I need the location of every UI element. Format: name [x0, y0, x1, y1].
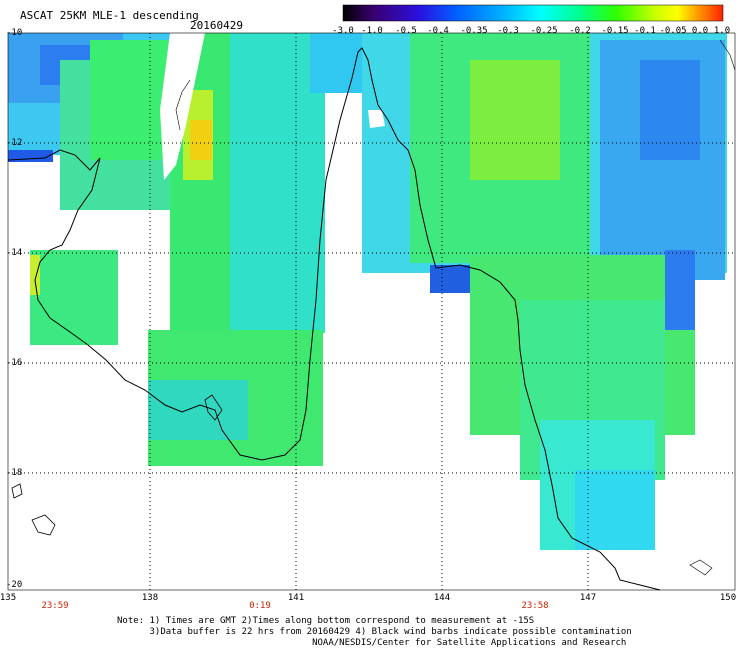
cbar-tick-12: 1.0 [713, 26, 731, 36]
swath-east [362, 33, 727, 550]
time-label: 0:19 [249, 601, 271, 611]
time-label: 23:58 [521, 601, 549, 611]
cbar-tick-6: -0.25 [530, 26, 558, 36]
lat-label: -18 [6, 468, 23, 478]
cbar-tick-1: -1.0 [361, 26, 383, 36]
graticule [8, 33, 735, 590]
coastline [7, 39, 736, 591]
cbar-tick-3: -0.4 [427, 26, 449, 36]
cbar-tick-5: -0.3 [497, 26, 519, 36]
lon-label: 138 [141, 593, 159, 603]
cbar-tick-11: 0.0 [691, 26, 709, 36]
colorbar [342, 4, 724, 22]
lat-label: -16 [6, 358, 23, 368]
map-frame [7, 32, 736, 591]
lon-label: 144 [433, 593, 451, 603]
cbar-tick-2: -0.5 [395, 26, 417, 36]
note-line-3: NOAA/NESDIS/Center for Satellite Applica… [117, 638, 627, 648]
note-line-2: 3)Data buffer is 22 hrs from 20160429 4)… [117, 627, 632, 637]
lat-label: -12 [6, 138, 23, 148]
lat-label: -20 [6, 580, 23, 590]
lon-label: 150 [719, 593, 737, 603]
cbar-tick-4: -0.35 [460, 26, 488, 36]
swath-center [148, 33, 370, 466]
cbar-tick-10: -0.05 [659, 26, 687, 36]
lon-label: 141 [287, 593, 305, 603]
swath-west [8, 33, 173, 345]
product-title: ASCAT 25KM MLE-1 descending [20, 9, 199, 22]
note-line-1: Note: 1) Times are GMT 2)Times along bot… [117, 616, 535, 626]
lon-label: 147 [579, 593, 597, 603]
lon-label: 135 [0, 593, 17, 603]
lat-label: -10 [6, 28, 23, 38]
data-gaps [0, 33, 385, 345]
product-date: 20160429 [190, 19, 243, 32]
lat-label: -14 [6, 248, 23, 258]
cbar-tick-8: -0.15 [601, 26, 629, 36]
cbar-tick-0: -3.0 [332, 26, 354, 36]
time-label: 23:59 [41, 601, 69, 611]
cbar-tick-7: -0.2 [569, 26, 591, 36]
cbar-tick-9: -0.1 [634, 26, 656, 36]
